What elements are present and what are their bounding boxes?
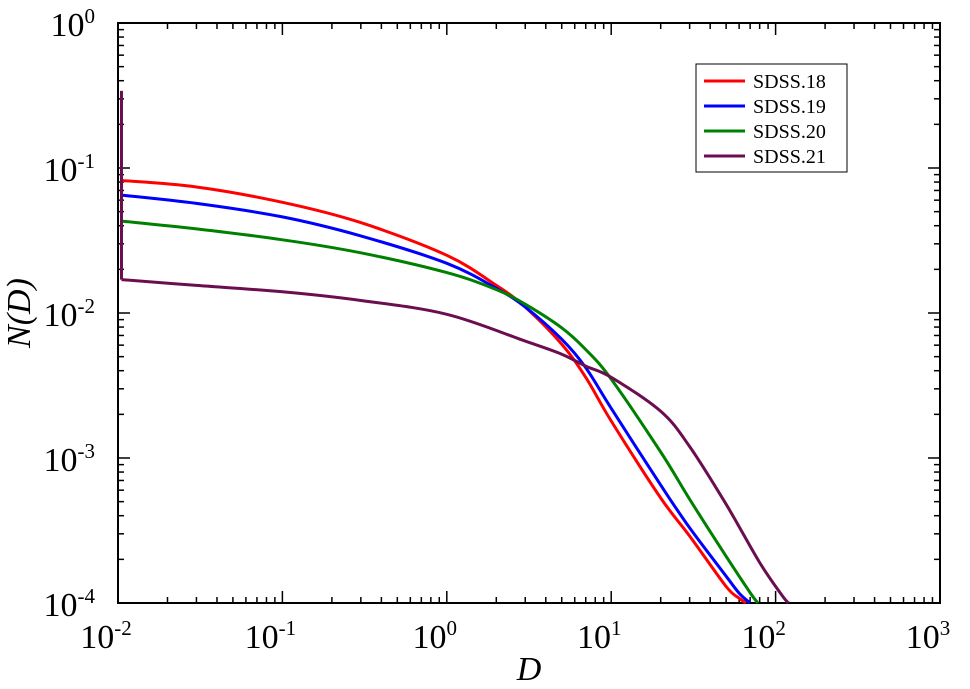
- y-tick-label: 100: [51, 4, 96, 44]
- x-tick-labels: 10-2 10-1 100 101 102 103: [80, 616, 950, 656]
- series-line-1: [121, 179, 747, 605]
- x-axis-title: D: [516, 651, 542, 688]
- x-tick-label: 101: [577, 616, 622, 656]
- axis-ticks: [117, 22, 941, 604]
- x-tick-label: 100: [413, 616, 458, 656]
- legend-label: SDSS.18: [753, 71, 826, 93]
- legend-label: SDSS.19: [753, 96, 826, 118]
- x-tick-label: 10-1: [245, 616, 297, 656]
- series-line-4: [121, 278, 790, 605]
- series-layer: [119, 90, 790, 605]
- series-line-3: [121, 219, 760, 604]
- y-tick-label: 10-1: [44, 149, 96, 189]
- x-tick-label: 10-2: [80, 616, 132, 656]
- y-axis-title: N(D): [1, 278, 38, 349]
- series-line-2: [121, 193, 752, 605]
- y-tick-label: 10-2: [44, 294, 96, 334]
- x-tick-label: 103: [906, 616, 951, 656]
- y-tick-label: 10-4: [44, 584, 96, 624]
- legend: SDSS.18 SDSS.19 SDSS.20 SDSS.21: [695, 63, 848, 173]
- x-tick-label: 102: [741, 616, 786, 656]
- y-tick-labels: 100 10-1 10-2 10-3 10-4: [44, 4, 96, 624]
- y-tick-label: 10-3: [44, 439, 96, 479]
- legend-label: SDSS.20: [753, 121, 826, 143]
- legend-label: SDSS.21: [753, 146, 826, 168]
